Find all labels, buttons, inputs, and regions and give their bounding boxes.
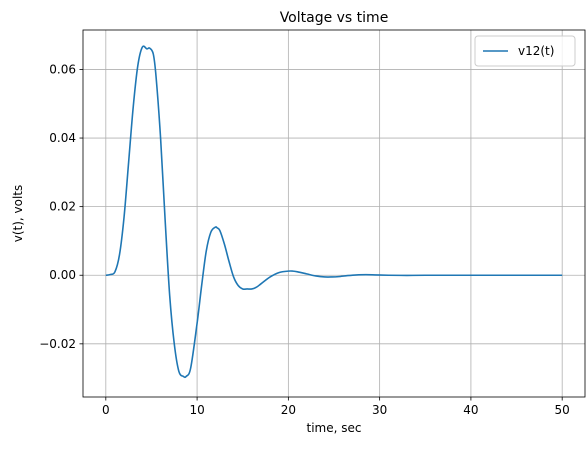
x-tick-label: 0: [102, 403, 110, 417]
y-axis-label: v(t), volts: [11, 185, 25, 243]
x-tick-label: 20: [281, 403, 296, 417]
y-tick-label: 0.00: [49, 268, 76, 282]
grid: [83, 30, 585, 397]
chart-title: Voltage vs time: [280, 10, 389, 26]
series-layer: [105, 45, 563, 379]
series-line-v12(t): [105, 45, 563, 379]
plot-frame: [82, 29, 586, 398]
ticks: 0 10 20 30 40 50 −0.02 0.00 0.02 0.04 0.06: [39, 62, 570, 417]
legend-entry-label: v12(t): [518, 44, 554, 58]
y-tick-label: 0.02: [49, 200, 76, 214]
x-tick-label: 10: [189, 403, 204, 417]
x-tick-label: 40: [463, 403, 478, 417]
legend-box: [474, 35, 576, 67]
y-tick-label: −0.02: [39, 337, 76, 351]
x-axis-label: time, sec: [307, 421, 362, 435]
x-tick-label: 30: [372, 403, 387, 417]
legend: v12(t): [474, 35, 576, 67]
y-tick-label: 0.06: [49, 62, 76, 76]
y-tick-label: 0.04: [49, 131, 76, 145]
x-tick-label: 50: [555, 403, 570, 417]
